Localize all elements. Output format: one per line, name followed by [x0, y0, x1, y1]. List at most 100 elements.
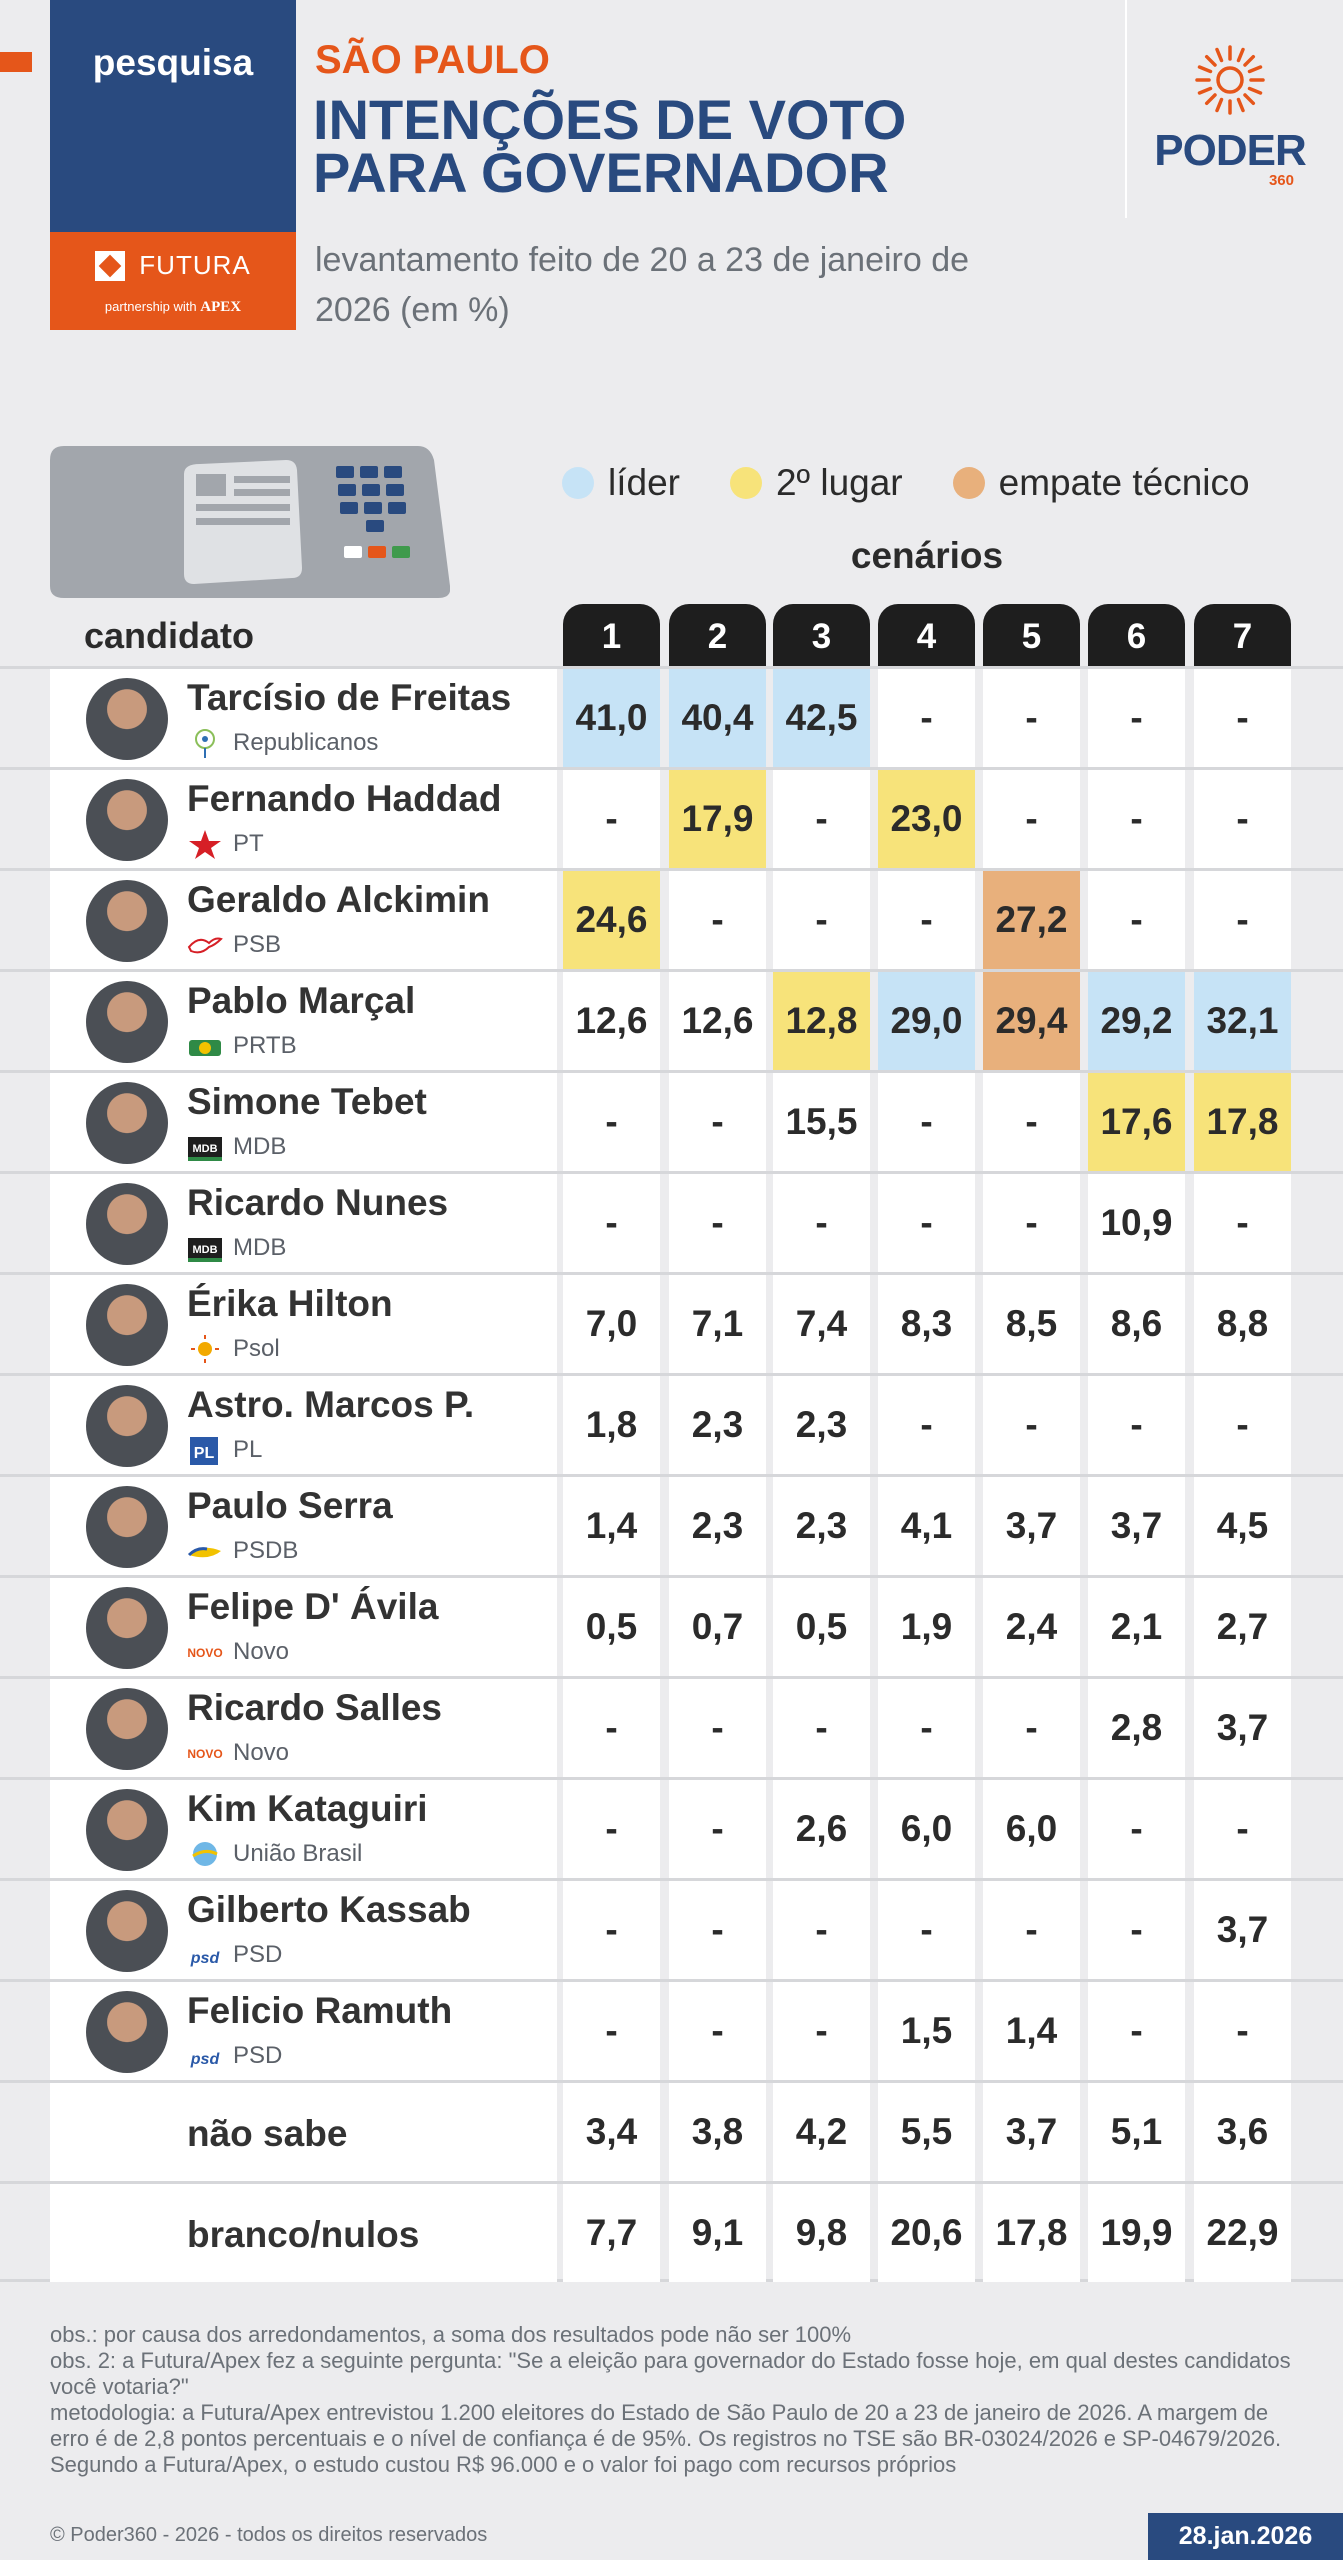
value-cell: - — [669, 1780, 766, 1878]
table-row: Ricardo Salles NOVO Novo - - - - -2,8 3,7 — [0, 1676, 1343, 1777]
value-cell: - — [1088, 669, 1185, 767]
svg-text:NOVO: NOVO — [187, 1747, 222, 1761]
candidate-cell: Gilberto Kassab psd PSD — [50, 1881, 557, 1979]
party-name: PSD — [233, 1941, 283, 1968]
value-cell: 40,4 — [669, 669, 766, 767]
value-cell: 29,2 — [1088, 972, 1185, 1070]
value-cell: 3,7 — [1088, 1477, 1185, 1575]
value-cell: 19,9 — [1088, 2184, 1185, 2282]
candidate-photo — [86, 1688, 168, 1770]
legend: líder 2º lugar empate técnico — [562, 462, 1250, 504]
value-cell: 1,4 — [983, 1982, 1080, 2080]
party-name: Republicanos — [233, 729, 379, 756]
footnotes: obs.: por causa dos arredondamentos, a s… — [50, 2322, 1300, 2478]
value-cell: 17,8 — [983, 2184, 1080, 2282]
value-cell: 4,5 — [1194, 1477, 1291, 1575]
value-cell: 3,7 — [983, 2083, 1080, 2181]
value-cell: - — [878, 1073, 975, 1171]
candidate-photo — [86, 1284, 168, 1366]
candidate-name: Fernando Haddad — [187, 778, 502, 819]
value-cell: 24,6 — [563, 871, 660, 969]
value-cell: 9,8 — [773, 2184, 870, 2282]
value-cell: 17,9 — [669, 770, 766, 868]
candidate-cell: Érika Hilton Psol — [50, 1275, 557, 1373]
scenario-header-6: 6 — [1088, 604, 1185, 666]
value-cell: - — [563, 1780, 660, 1878]
value-cell: 10,9 — [1088, 1174, 1185, 1272]
value-cell: 7,0 — [563, 1275, 660, 1373]
svg-text:psd: psd — [190, 2051, 221, 2068]
value-cell: - — [1194, 669, 1291, 767]
table-row: Ricardo Nunes MDB MDB - - - - -10,9- — [0, 1171, 1343, 1272]
table-row: Kim Kataguiri União Brasil - -2,6 6,0 6,0- - — [0, 1777, 1343, 1878]
value-cell: 1,8 — [563, 1376, 660, 1474]
party-name: PRTB — [233, 1032, 297, 1059]
party: PT — [187, 828, 264, 860]
logo-name: PODER — [1154, 126, 1306, 175]
brand-box: pesquisa FUTURA partnership with APEX — [50, 0, 296, 330]
scenarios-label: cenários — [850, 535, 1004, 576]
value-cell: 1,4 — [563, 1477, 660, 1575]
candidate-cell: Tarcísio de Freitas Republicanos — [50, 669, 557, 767]
value-cell: - — [1088, 871, 1185, 969]
table-row: Geraldo Alckimin PSB 24,6- - -27,2- - — [0, 868, 1343, 969]
table-row: Simone Tebet MDB MDB - -15,5- -17,6 17,8 — [0, 1070, 1343, 1171]
table-row: Fernando Haddad PT -17,9-23,0- - - — [0, 767, 1343, 868]
copyright: © Poder360 - 2026 - todos os direitos re… — [50, 2524, 488, 2546]
value-cell: - — [669, 1679, 766, 1777]
value-cell: 5,1 — [1088, 2083, 1185, 2181]
legend-dot-empate — [952, 467, 985, 499]
sun-icon — [1195, 45, 1265, 115]
candidate-name: Kim Kataguiri — [187, 1788, 428, 1829]
candidate-photo — [86, 1082, 168, 1164]
value-cell: 8,5 — [983, 1275, 1080, 1373]
scenario-header-1: 1 — [563, 604, 660, 666]
party: União Brasil — [187, 1838, 362, 1870]
value-cell: - — [983, 1174, 1080, 1272]
value-cell: 0,7 — [669, 1578, 766, 1676]
header-divider — [1125, 0, 1127, 218]
party-logo-icon: NOVO — [187, 1646, 222, 1660]
value-cell: 41,0 — [563, 669, 660, 767]
value-cell: 7,7 — [563, 2184, 660, 2282]
legend-item-lider: líder — [562, 462, 680, 504]
candidate-photo — [86, 880, 168, 962]
value-cell: 7,1 — [669, 1275, 766, 1373]
value-cell: - — [1194, 1780, 1291, 1878]
candidate-photo — [86, 1385, 168, 1467]
party: Republicanos — [187, 727, 378, 759]
value-cell: 15,5 — [773, 1073, 870, 1171]
party: MDB MDB — [187, 1232, 286, 1264]
legend-item-empate: empate técnico — [952, 462, 1250, 504]
scenario-header-7: 7 — [1194, 604, 1291, 666]
candidate-name: Astro. Marcos P. — [187, 1384, 475, 1425]
subtitle-line-2: 2026 (em %) — [315, 291, 510, 329]
table-row: Pablo Marçal PRTB 12,6 12,6 12,8 29,0 29,4 29,2… — [0, 969, 1343, 1070]
value-cell: - — [669, 1982, 766, 2080]
party-name: Psol — [233, 1335, 280, 1362]
party-name: PL — [233, 1436, 263, 1463]
candidate-name: Érika Hilton — [187, 1283, 393, 1324]
value-cell: 4,1 — [878, 1477, 975, 1575]
value-cell: 17,6 — [1088, 1073, 1185, 1171]
value-cell: - — [878, 1881, 975, 1979]
candidate-photo — [86, 981, 168, 1063]
value-cell: 17,8 — [1194, 1073, 1291, 1171]
value-cell: 8,8 — [1194, 1275, 1291, 1373]
party-logo-icon — [187, 1547, 221, 1558]
value-cell: 6,0 — [983, 1780, 1080, 1878]
candidate-cell: Ricardo Nunes MDB MDB — [50, 1174, 557, 1272]
scenario-header-5: 5 — [983, 604, 1080, 666]
value-cell: - — [1088, 1780, 1185, 1878]
value-cell: - — [669, 871, 766, 969]
value-cell: - — [1088, 1881, 1185, 1979]
value-cell: - — [563, 1982, 660, 2080]
table-row: branco/nulos 7,7 9,1 9,8 20,6 17,8 19,9 22,9 — [0, 2181, 1343, 2282]
candidate-name: Felicio Ramuth — [187, 1990, 453, 2031]
value-cell: - — [1088, 1982, 1185, 2080]
value-cell: 2,8 — [1088, 1679, 1185, 1777]
svg-text:MDB: MDB — [192, 1143, 217, 1155]
candidate-photo — [86, 779, 168, 861]
candidate-cell: Fernando Haddad PT — [50, 770, 557, 868]
futura-apex-logo: FUTURA partnership with APEX — [50, 232, 296, 330]
